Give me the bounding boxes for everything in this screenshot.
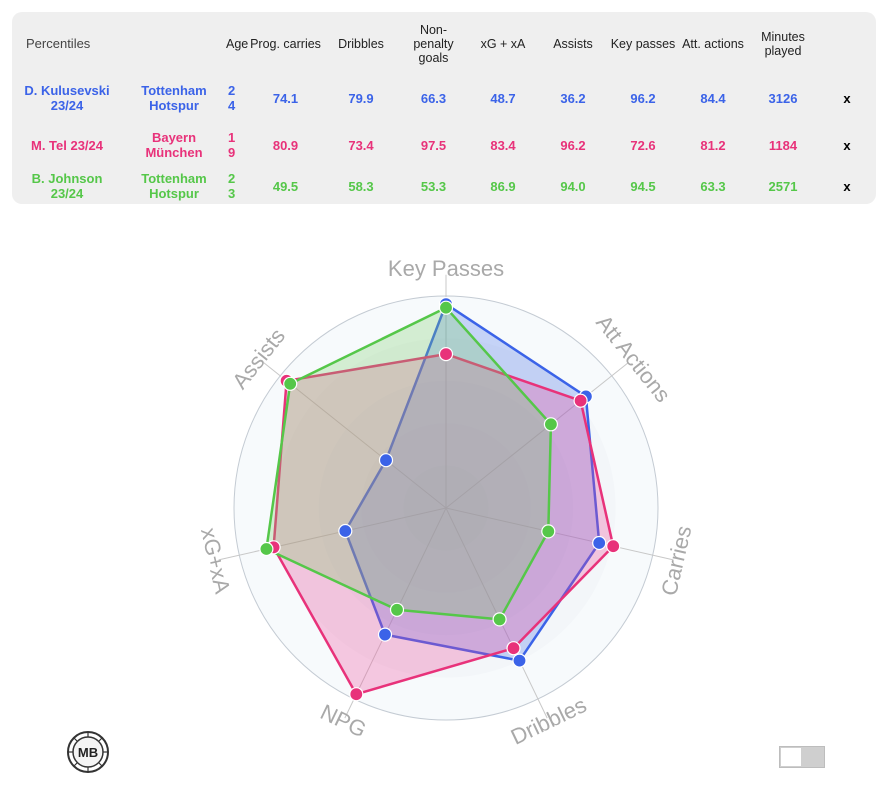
table-row: D. Kulusevski 23/24 Tottenham Hotspur 24… — [12, 72, 876, 124]
column-header-xg-xa[interactable]: xG + xA — [480, 37, 526, 51]
column-header-minutes[interactable]: Minutes played — [761, 30, 805, 58]
data-point — [592, 535, 607, 551]
grid-spoke — [218, 507, 447, 561]
npg-value: 66.3 — [420, 90, 447, 106]
data-point — [438, 300, 454, 315]
att-actions-value: 63.3 — [700, 178, 726, 194]
data-point — [543, 417, 559, 432]
dribbles-value: 73.4 — [348, 137, 374, 153]
column-header-npg[interactable]: Non-penalty goals — [413, 23, 454, 65]
key-passes-value: 94.5 — [630, 178, 656, 194]
column-header-prog-carries[interactable]: Prog. carries — [250, 37, 321, 51]
team-name: Bayern München — [145, 130, 203, 160]
prog-carries-value: 74.1 — [272, 90, 299, 106]
xg-xa-value: 86.9 — [490, 178, 516, 194]
minutes-value: 3126 — [768, 90, 798, 106]
table-row: B. Johnson 23/24 Tottenham Hotspur 23 49… — [12, 166, 876, 206]
data-point — [541, 524, 556, 539]
player-age: 19 — [228, 130, 236, 160]
player-name[interactable]: B. Johnson 23/24 — [31, 171, 103, 201]
att-actions-value: 81.2 — [700, 137, 726, 153]
data-point — [259, 541, 274, 557]
player-age: 24 — [228, 83, 236, 113]
assists-value: 36.2 — [560, 90, 586, 106]
view-toggle[interactable] — [779, 746, 825, 768]
dribbles-value: 79.9 — [348, 90, 374, 106]
data-point — [377, 627, 393, 642]
data-point — [283, 376, 298, 391]
percentiles-table: Percentiles Age Prog. carries Dribbles N… — [12, 16, 876, 206]
prog-carries-value: 80.9 — [272, 137, 299, 153]
prog-carries-value: 49.5 — [272, 178, 299, 194]
data-point — [338, 523, 353, 539]
player-table-card: Percentiles Age Prog. carries Dribbles N… — [12, 12, 876, 204]
column-header-assists[interactable]: Assists — [553, 37, 593, 51]
table-header-row: Percentiles Age Prog. carries Dribbles N… — [12, 16, 876, 72]
remove-header — [818, 16, 876, 72]
data-point — [438, 347, 454, 362]
assists-value: 96.2 — [560, 137, 586, 153]
dribbles-value: 58.3 — [348, 178, 374, 194]
grid-spoke — [445, 507, 674, 561]
series-area — [265, 306, 553, 621]
data-point — [506, 641, 521, 656]
assists-value: 94.0 — [560, 178, 586, 194]
brand-logo: MB — [66, 730, 110, 774]
remove-player-button[interactable]: x — [843, 178, 851, 194]
column-header-dribbles[interactable]: Dribbles — [338, 37, 384, 51]
team-name: Tottenham Hotspur — [141, 83, 207, 113]
axis-label: Carries — [656, 523, 696, 598]
team-name: Tottenham Hotspur — [141, 171, 207, 201]
player-age: 23 — [228, 171, 236, 201]
minutes-value: 2571 — [768, 178, 798, 194]
key-passes-value: 96.2 — [630, 90, 656, 106]
series-area — [272, 352, 615, 696]
remove-player-button[interactable]: x — [843, 137, 851, 153]
table-row: M. Tel 23/24 Bayern München 19 80.9 73.4… — [12, 124, 876, 166]
data-point — [492, 612, 507, 627]
player-name[interactable]: M. Tel 23/24 — [30, 137, 103, 153]
npg-value: 53.3 — [420, 178, 447, 194]
axis-label: xG+xA — [196, 525, 235, 596]
npg-value: 97.5 — [420, 137, 447, 153]
data-point — [389, 602, 405, 617]
column-header-att-actions[interactable]: Att. actions — [682, 37, 744, 51]
key-passes-value: 72.6 — [630, 137, 656, 153]
data-point — [512, 653, 527, 668]
minutes-value: 1184 — [768, 137, 798, 153]
column-header-age[interactable]: Age — [226, 37, 248, 51]
corner-label: Percentiles — [26, 36, 91, 51]
grid-spoke — [445, 362, 629, 509]
data-point — [349, 687, 364, 702]
data-point — [378, 453, 394, 468]
svg-text:MB: MB — [78, 745, 98, 760]
axis-label: NPG — [317, 699, 371, 742]
column-header-key-passes[interactable]: Key passes — [610, 37, 676, 51]
remove-player-button[interactable]: x — [843, 90, 851, 106]
att-actions-value: 84.4 — [700, 90, 726, 106]
series-area — [344, 302, 601, 662]
xg-xa-value: 83.4 — [490, 137, 516, 153]
team-header — [122, 16, 226, 72]
toggle-knob[interactable] — [781, 748, 801, 766]
data-point — [606, 539, 621, 554]
axis-label: Key Passes — [388, 256, 504, 281]
player-name[interactable]: D. Kulusevski 23/24 — [24, 83, 110, 113]
xg-xa-value: 48.7 — [490, 90, 516, 106]
data-point — [573, 393, 588, 408]
